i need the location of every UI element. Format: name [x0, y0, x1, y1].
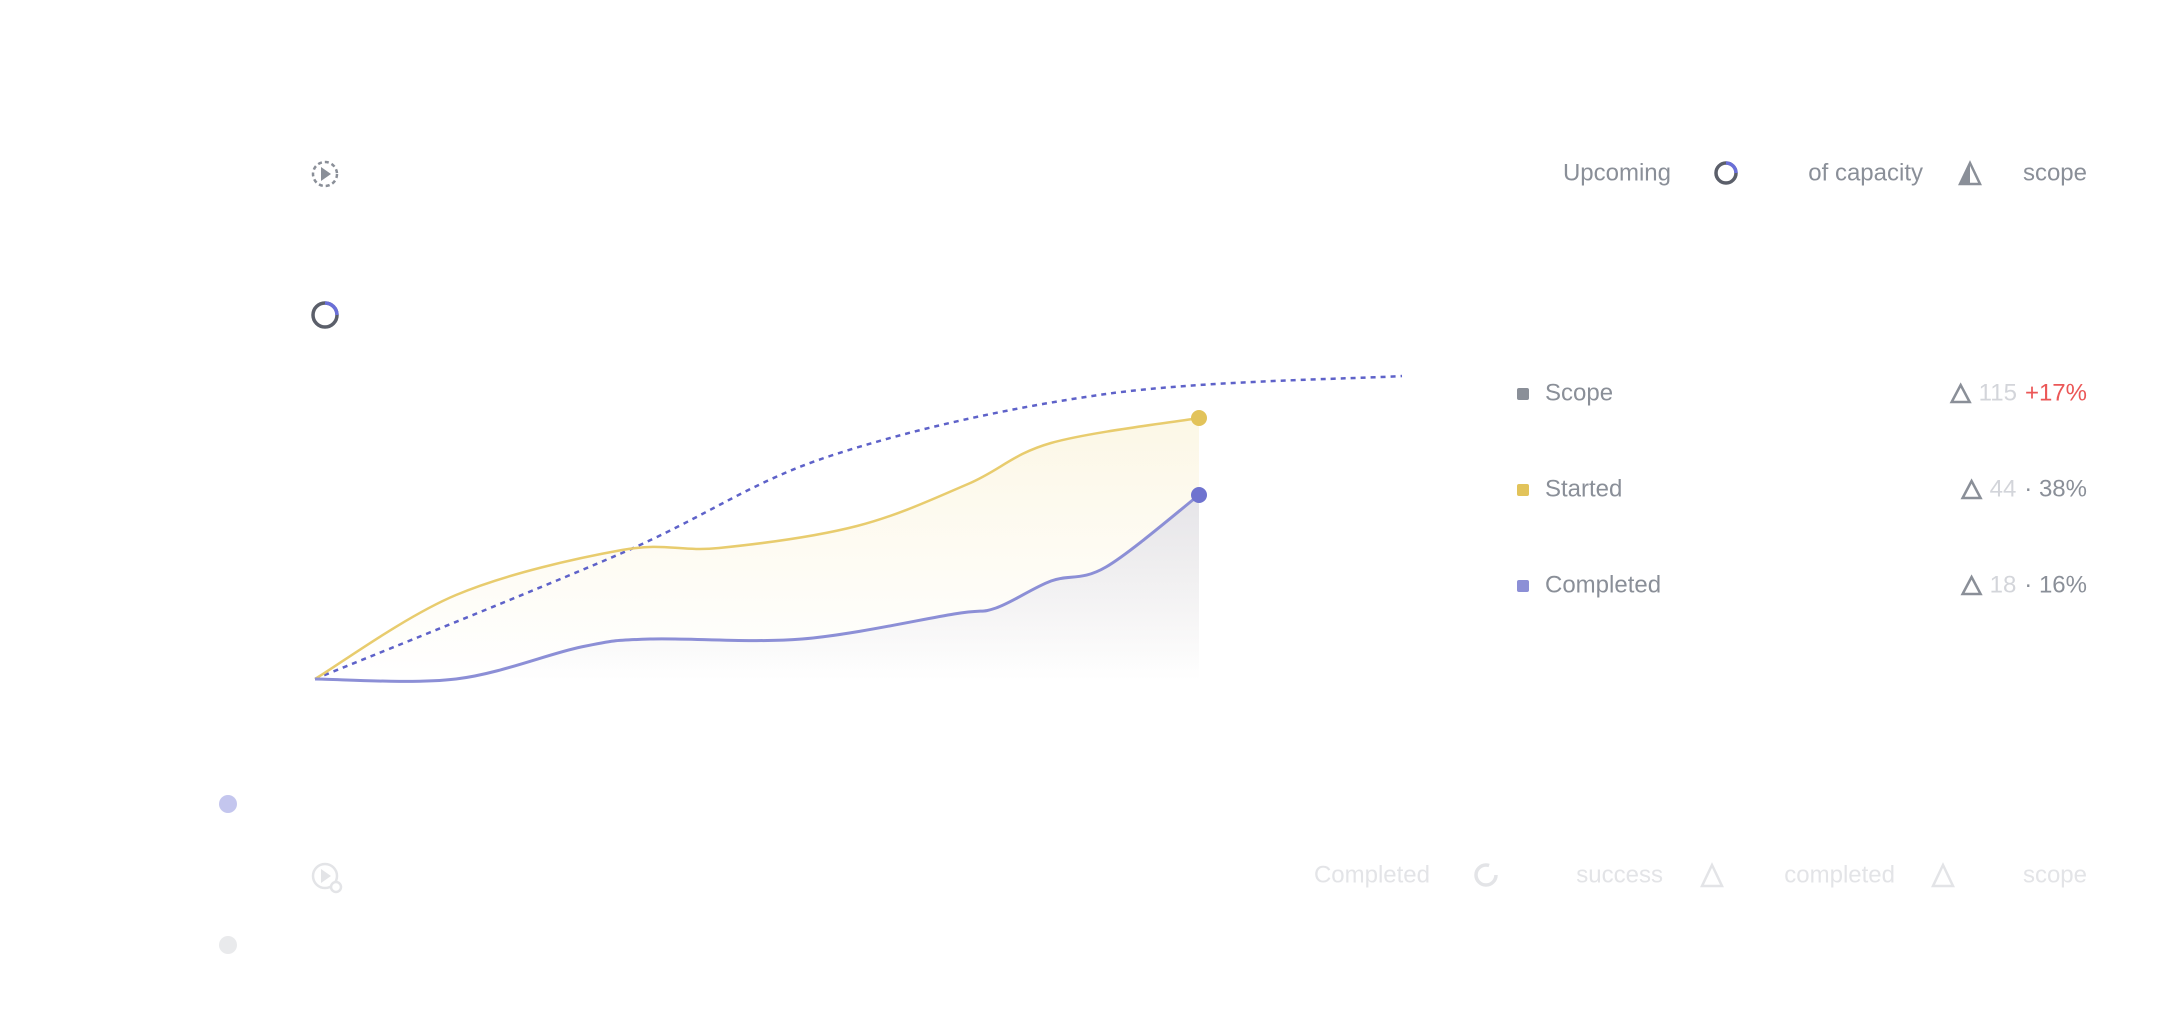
legend-detail: +17% [2025, 379, 2087, 406]
play-icon [311, 160, 339, 188]
legend-swatch [1517, 388, 1529, 400]
play-icon-faint [311, 862, 343, 894]
legend-name: Started [1545, 475, 1622, 502]
legend-icon [1960, 574, 1983, 596]
scope-icon-faint [1931, 862, 1955, 888]
legend-count: 115 [1979, 379, 2017, 406]
legend-count: 18 [1990, 571, 2017, 598]
scope: scope [2023, 159, 2087, 186]
legend-icon [1949, 382, 1972, 404]
started-dot [1191, 410, 1207, 426]
burnup-chart [314, 374, 1403, 683]
legend-swatch [1517, 580, 1529, 592]
legend-swatch [1517, 484, 1529, 496]
scope-line [314, 374, 1403, 681]
completed-line [314, 493, 1200, 683]
legend: Scope +17% 115 Started · 38% 44 Completed · 16%… [1517, 379, 2087, 598]
started-line [314, 416, 1200, 681]
completed-area [315, 495, 1199, 682]
completed-dot [1191, 487, 1207, 503]
footer-scope: scope [2023, 861, 2087, 888]
success-icon [1474, 863, 1498, 887]
status: Upcoming [1563, 159, 1671, 186]
legend-icon [1960, 478, 1983, 500]
timeline-dot [219, 795, 237, 813]
legend-count: 44 [1990, 475, 2017, 502]
legend-detail: · 38% [2024, 475, 2087, 502]
footer-status: Completed [1314, 861, 1430, 888]
timeline-dot-faint [219, 936, 237, 954]
scope-icon-fill [1960, 163, 1970, 184]
capacity: of capacity [1808, 159, 1923, 186]
completed-icon [1700, 862, 1724, 888]
footer-success: success [1576, 861, 1663, 888]
capacity-icon [1714, 161, 1738, 185]
legend-name: Completed [1545, 571, 1661, 598]
legend-detail: · 16% [2024, 571, 2087, 598]
progress-icon [311, 301, 339, 329]
footer-completed: completed [1784, 861, 1895, 888]
legend-name: Scope [1545, 379, 1613, 406]
